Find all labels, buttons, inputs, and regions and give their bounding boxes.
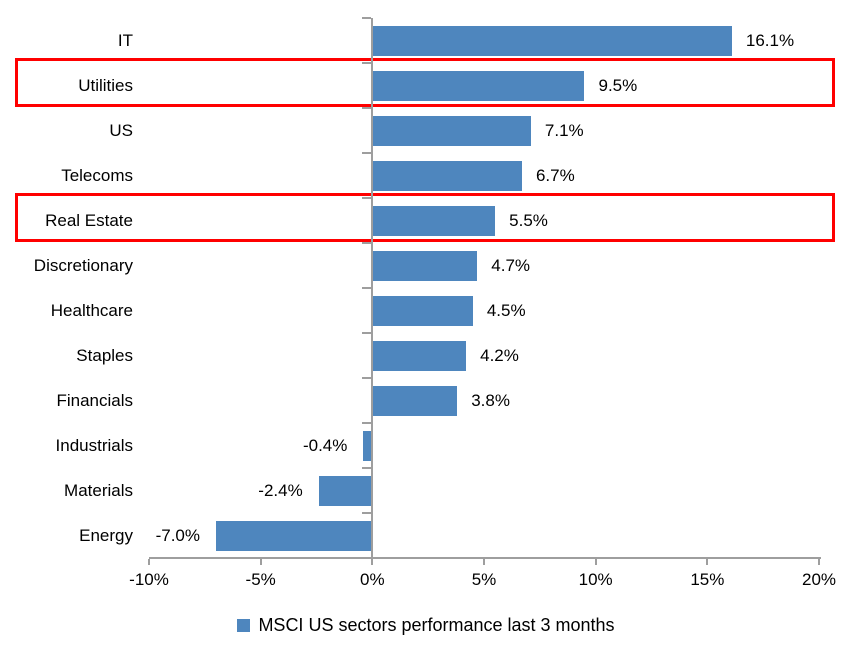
value-label: 5.5% <box>509 211 548 230</box>
bar-industrials <box>363 430 373 461</box>
value-axis-tick-label: 10% <box>578 570 613 589</box>
value-label: 16.1% <box>745 31 795 50</box>
value-label: 4.5% <box>486 301 526 320</box>
bar-telecoms <box>372 160 522 191</box>
category-label: US <box>109 121 133 140</box>
category-axis-tick <box>362 467 372 469</box>
category-axis-line <box>371 18 374 558</box>
category-label: Discretionary <box>33 256 133 275</box>
category-axis-tick <box>362 107 372 109</box>
category-label: Utilities <box>78 76 133 95</box>
value-axis-tick <box>594 559 597 565</box>
value-label: 6.7% <box>535 166 575 185</box>
value-axis-tick-label: -5% <box>245 570 276 589</box>
category-axis-tick <box>362 62 372 64</box>
category-axis-tick <box>362 287 372 289</box>
category-axis-tick <box>362 377 372 379</box>
value-axis-tick <box>483 559 485 565</box>
value-label: 3.8% <box>471 391 510 410</box>
bar-real-estate <box>372 205 496 236</box>
category-axis-tick <box>362 422 372 424</box>
category-label: Financials <box>56 391 133 410</box>
value-axis-tick-label: -10% <box>129 570 169 589</box>
category-axis-tick <box>362 332 372 334</box>
category-label: Energy <box>79 526 133 545</box>
category-axis-tick <box>362 17 372 19</box>
value-axis-tick <box>259 559 262 565</box>
value-axis-tick-label: 20% <box>801 570 837 589</box>
category-axis-tick <box>362 512 372 514</box>
value-label: -7.0% <box>155 526 200 545</box>
bar-financials <box>372 385 458 416</box>
legend-label: MSCI US sectors performance last 3 month… <box>258 614 615 635</box>
bar-discretionary <box>372 250 478 281</box>
highlight-box-utilities <box>15 58 835 107</box>
value-axis-tick <box>706 559 709 565</box>
legend-marker-swatch <box>237 618 251 632</box>
value-axis-line <box>149 557 821 559</box>
highlight-box-real-estate <box>15 193 835 242</box>
value-label: -2.4% <box>258 481 303 500</box>
category-label: Real Estate <box>45 211 133 230</box>
value-label: 4.2% <box>480 346 519 365</box>
category-label: Telecoms <box>61 166 133 185</box>
category-label: Healthcare <box>50 301 133 320</box>
bar-staples <box>372 340 467 371</box>
bar-it <box>372 25 732 56</box>
category-axis-tick <box>362 242 372 244</box>
bar-materials <box>318 475 373 506</box>
value-axis-tick-label: 0% <box>360 570 385 589</box>
category-label: Staples <box>76 346 133 365</box>
category-label: Industrials <box>55 436 133 455</box>
bar-energy <box>216 520 373 551</box>
category-axis-tick <box>362 197 372 199</box>
value-axis-tick <box>148 559 150 565</box>
category-label: IT <box>117 31 133 50</box>
chart-legend: MSCI US sectors performance last 3 month… <box>0 611 852 639</box>
value-label: 4.7% <box>491 256 531 275</box>
bar-healthcare <box>372 295 473 326</box>
value-label: 9.5% <box>598 76 638 95</box>
value-label: -0.4% <box>302 436 348 455</box>
value-axis-tick <box>818 559 820 565</box>
value-axis-tick <box>371 559 374 565</box>
value-axis-tick-label: 15% <box>690 570 725 589</box>
category-label: Materials <box>64 481 133 500</box>
bar-utilities <box>372 70 585 101</box>
value-label: 7.1% <box>544 121 584 140</box>
value-axis-tick-label: 5% <box>471 570 497 589</box>
category-axis-tick <box>362 152 372 154</box>
bar-us <box>372 115 531 146</box>
